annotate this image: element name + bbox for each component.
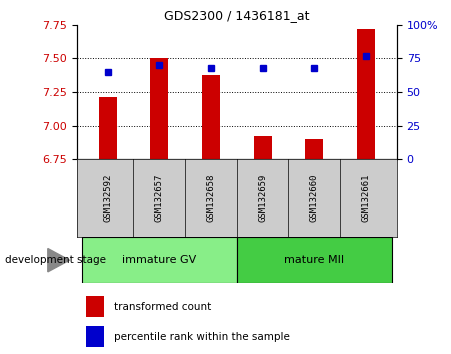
Text: development stage: development stage xyxy=(5,255,106,265)
Text: GSM132660: GSM132660 xyxy=(310,174,319,222)
Text: percentile rank within the sample: percentile rank within the sample xyxy=(114,332,290,342)
Text: GSM132658: GSM132658 xyxy=(207,174,216,222)
Bar xyxy=(82,237,237,283)
Text: GSM132657: GSM132657 xyxy=(155,174,164,222)
Bar xyxy=(202,75,220,159)
Text: transformed count: transformed count xyxy=(114,302,211,312)
Polygon shape xyxy=(48,249,69,272)
Text: GSM132659: GSM132659 xyxy=(258,174,267,222)
Bar xyxy=(253,136,272,159)
Bar xyxy=(357,29,375,159)
Bar xyxy=(150,58,168,159)
Text: GSM132661: GSM132661 xyxy=(361,174,370,222)
Bar xyxy=(305,139,323,159)
Text: mature MII: mature MII xyxy=(284,255,344,265)
Bar xyxy=(86,296,104,317)
Bar xyxy=(86,326,104,348)
Text: GSM132592: GSM132592 xyxy=(103,174,112,222)
Bar xyxy=(99,97,117,159)
Text: immature GV: immature GV xyxy=(122,255,197,265)
Bar xyxy=(237,237,392,283)
Title: GDS2300 / 1436181_at: GDS2300 / 1436181_at xyxy=(164,9,309,22)
